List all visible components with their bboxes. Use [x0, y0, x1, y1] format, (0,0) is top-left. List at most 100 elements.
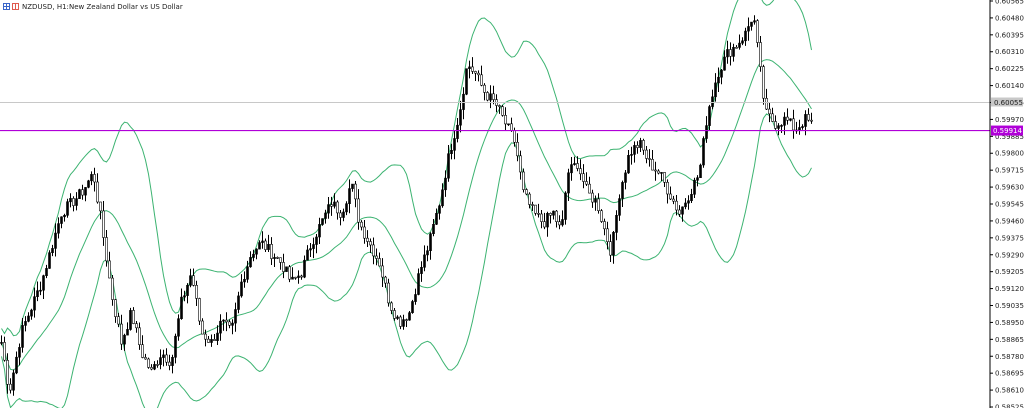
candle — [279, 257, 282, 270]
candle — [405, 318, 408, 327]
candle — [639, 137, 642, 152]
candle — [528, 192, 531, 209]
candlesticks — [0, 15, 813, 396]
candle — [699, 163, 702, 179]
candle — [36, 281, 39, 302]
candle — [486, 91, 489, 102]
candle — [789, 118, 792, 122]
candle — [234, 302, 237, 332]
candle — [336, 200, 339, 220]
candle — [573, 156, 576, 166]
candle — [387, 278, 390, 307]
candle — [138, 322, 141, 350]
candle — [51, 244, 54, 257]
candle — [99, 201, 102, 220]
candle — [204, 329, 207, 347]
candle — [627, 150, 630, 174]
candle — [285, 266, 288, 272]
candle — [780, 124, 783, 133]
candle — [27, 312, 30, 323]
candle — [72, 196, 75, 212]
candle — [69, 193, 72, 208]
price-axis: 0.60565 0.60480 0.60395 0.60310 0.60225 0.601… — [989, 0, 1024, 408]
candle — [504, 107, 507, 131]
candle — [312, 237, 315, 259]
candle — [747, 17, 750, 41]
candle — [801, 124, 804, 130]
candle — [273, 253, 276, 267]
y-tick-label: 0.59800 — [995, 150, 1024, 158]
candle — [303, 255, 306, 279]
candle — [417, 268, 420, 296]
candle — [78, 188, 81, 200]
candle — [678, 205, 681, 217]
candle — [39, 281, 42, 296]
candle — [339, 210, 342, 226]
candle — [159, 349, 162, 370]
y-tick-label: 0.59035 — [995, 302, 1024, 310]
candle — [657, 169, 660, 175]
price-line-label-box — [991, 125, 1023, 136]
candle — [549, 212, 552, 224]
candle — [369, 238, 372, 253]
candle — [438, 204, 441, 220]
candle — [33, 287, 36, 318]
candle — [75, 192, 78, 211]
candle — [201, 318, 204, 335]
candle — [774, 115, 777, 130]
candle — [354, 181, 357, 208]
candle — [726, 40, 729, 64]
candle — [558, 215, 561, 230]
candle — [102, 201, 105, 246]
candle — [474, 70, 477, 81]
candle — [30, 308, 33, 320]
y-tick-label: 0.58610 — [995, 387, 1024, 395]
candle — [540, 210, 543, 229]
candle — [114, 298, 117, 323]
candle — [672, 195, 675, 205]
candle — [585, 172, 588, 186]
candle — [630, 146, 633, 165]
candle — [447, 145, 450, 182]
candle — [579, 159, 582, 181]
candle — [570, 157, 573, 181]
candle — [363, 220, 366, 244]
candle — [591, 189, 594, 208]
candle — [453, 131, 456, 160]
candle — [552, 210, 555, 220]
candle — [651, 150, 654, 171]
candle — [252, 249, 255, 262]
candle — [402, 314, 405, 330]
candle — [66, 198, 69, 218]
candle — [399, 315, 402, 330]
candle — [198, 297, 201, 325]
y-tick-label: 0.58950 — [995, 319, 1024, 327]
candle — [465, 68, 468, 96]
candle — [684, 198, 687, 210]
candle — [711, 89, 714, 110]
candle — [213, 334, 216, 341]
candle — [420, 261, 423, 282]
candle — [276, 256, 279, 259]
candle — [654, 161, 657, 181]
candle — [87, 179, 90, 189]
candle — [564, 191, 567, 225]
candle — [621, 180, 624, 207]
bollinger-upper-line — [1, 0, 812, 337]
price-line-label: 0.59914 — [993, 127, 1022, 135]
candle — [381, 258, 384, 287]
y-tick-label: 0.59290 — [995, 251, 1024, 259]
candle — [261, 231, 264, 249]
candle — [333, 193, 336, 209]
candle — [0, 335, 3, 346]
candle — [645, 146, 648, 164]
candle — [60, 216, 63, 229]
candle — [660, 172, 663, 181]
candle — [477, 70, 480, 82]
candle — [231, 319, 234, 335]
candle — [492, 85, 495, 105]
candle — [24, 316, 27, 332]
